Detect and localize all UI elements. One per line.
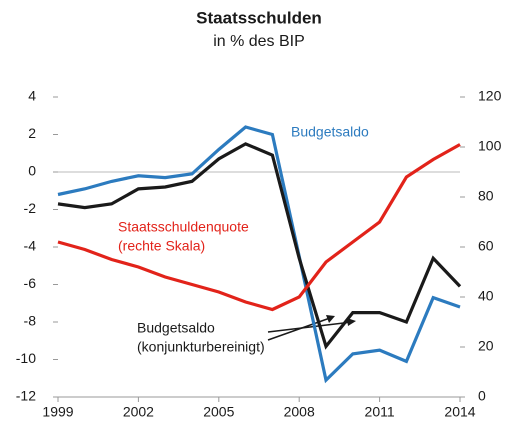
x-tick-label: 2011 [365, 404, 395, 420]
y-tick-label: 4 [28, 88, 36, 104]
y-tick-label: -4 [24, 238, 37, 254]
y-tick-label: -2 [24, 200, 37, 216]
series-label: Budgetsaldo [137, 320, 215, 336]
chart-subtitle: in % des BIP [213, 33, 305, 50]
y2-tick-label: 20 [478, 338, 494, 354]
series-label: Budgetsaldo [291, 124, 369, 140]
series-note: (konjunkturbereinigt) [137, 339, 265, 355]
y-tick-label: -12 [16, 388, 36, 404]
line-series [57, 125, 461, 384]
y-tick-label: -10 [16, 350, 36, 366]
y2-tick-label: 80 [478, 188, 494, 204]
series-label: Staatsschuldenquote [118, 219, 249, 235]
x-tick-label: 2002 [123, 404, 154, 420]
y2-tick-label: 40 [478, 288, 494, 304]
annotation-arrowhead [347, 318, 356, 326]
x-tick-label: 1999 [42, 404, 73, 420]
y2-tick-label: 100 [478, 138, 502, 154]
y-tick-label: 0 [28, 163, 36, 179]
y-tick-label: -8 [24, 313, 37, 329]
chart-title: Staatsschulden [196, 8, 322, 27]
line-series [57, 143, 461, 312]
series-note: (rechte Skala) [118, 238, 205, 254]
y2-tick-label: 120 [478, 88, 502, 104]
y2-tick-label: 60 [478, 238, 494, 254]
x-tick-label: 2008 [284, 404, 315, 420]
line-series [57, 142, 462, 350]
annotation-arrow [267, 321, 353, 333]
y2-tick-label: 0 [478, 388, 486, 404]
y-tick-label: -6 [24, 275, 37, 291]
y-tick-label: 2 [28, 125, 36, 141]
x-tick-label: 2014 [444, 404, 475, 420]
annotation-arrowhead [326, 315, 335, 323]
x-tick-label: 2005 [203, 404, 234, 420]
